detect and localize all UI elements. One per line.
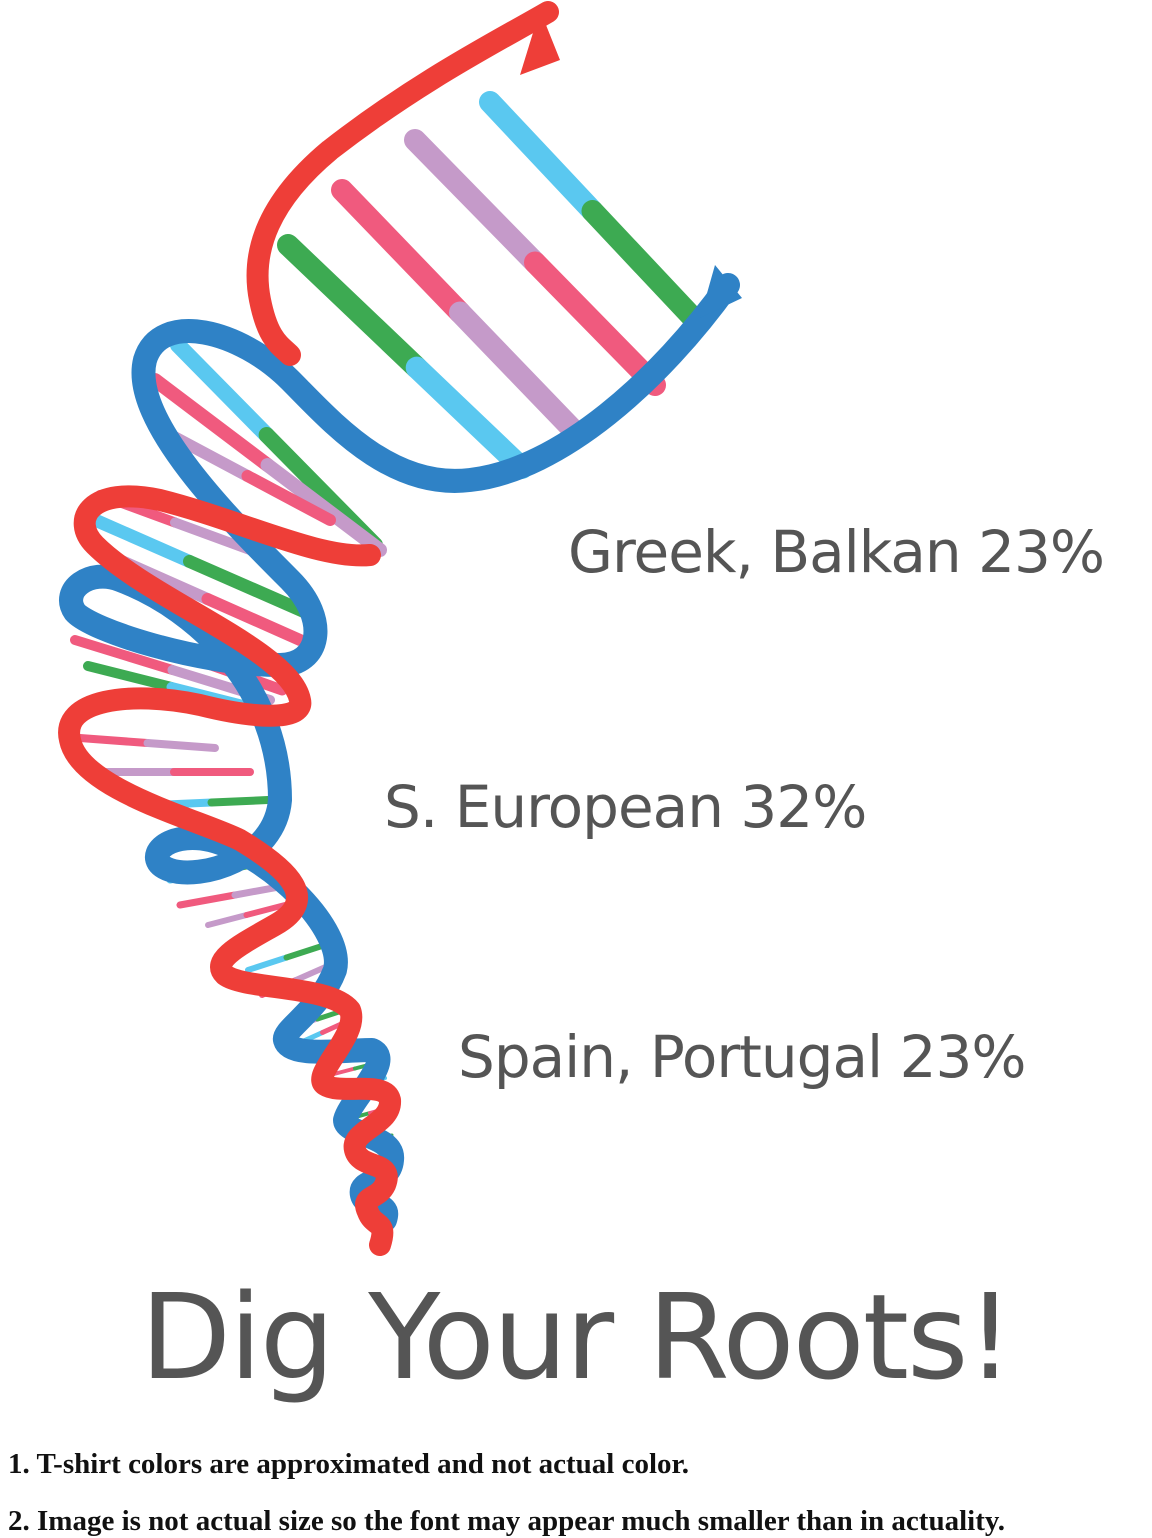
base-pair-rung — [183, 554, 312, 619]
dna-base-pair-rungs — [70, 91, 706, 1192]
dna-strands — [58, 1, 742, 1256]
base-pair-rung — [70, 635, 178, 675]
base-pair-rung — [201, 593, 306, 646]
ancestry-greek-balkan-label: Greek, Balkan 23% — [568, 518, 1105, 586]
base-pair-rung — [581, 200, 706, 331]
base-pair-rung — [277, 234, 428, 379]
footnote-1: 1. T-shirt colors are approximated and n… — [8, 1448, 689, 1480]
dna-strand-red-end — [520, 10, 560, 75]
base-pair-rung — [143, 739, 219, 752]
base-pair-rung — [331, 179, 471, 324]
footnote-2: 2. Image is not actual size so the font … — [8, 1505, 1006, 1537]
base-pair-rung — [283, 942, 328, 961]
base-pair-rung — [176, 891, 239, 909]
base-pair-rung — [148, 373, 275, 472]
base-pair-rung — [479, 91, 604, 222]
base-pair-rung — [170, 517, 255, 555]
base-pair-rung — [207, 796, 272, 807]
base-pair-rung — [83, 661, 177, 692]
headline: Dig Your Roots! — [140, 1268, 1014, 1406]
base-pair-rung — [524, 251, 666, 396]
base-pair-rung — [170, 337, 275, 443]
ancestry-spain-portugal-label: Spain, Portugal 23% — [458, 1023, 1026, 1091]
dna-helix-illustration — [58, 1, 742, 1256]
base-pair-rung — [449, 301, 589, 446]
base-pair-rung — [405, 356, 533, 479]
ancestry-south-european-label: S. European 32% — [384, 773, 867, 841]
base-pair-rung — [88, 513, 196, 568]
base-pair-rung — [241, 470, 336, 526]
dna-strand-blue — [59, 273, 740, 1232]
base-pair-rung — [245, 954, 290, 973]
dna-strand-blue-end — [700, 265, 742, 318]
base-pair-rung — [404, 129, 546, 274]
dna-strand-red — [58, 1, 559, 1256]
base-pair-rung — [260, 458, 387, 557]
base-pair-rung — [76, 734, 152, 747]
base-pair-rung — [205, 912, 250, 928]
base-pair-rung — [243, 902, 288, 918]
